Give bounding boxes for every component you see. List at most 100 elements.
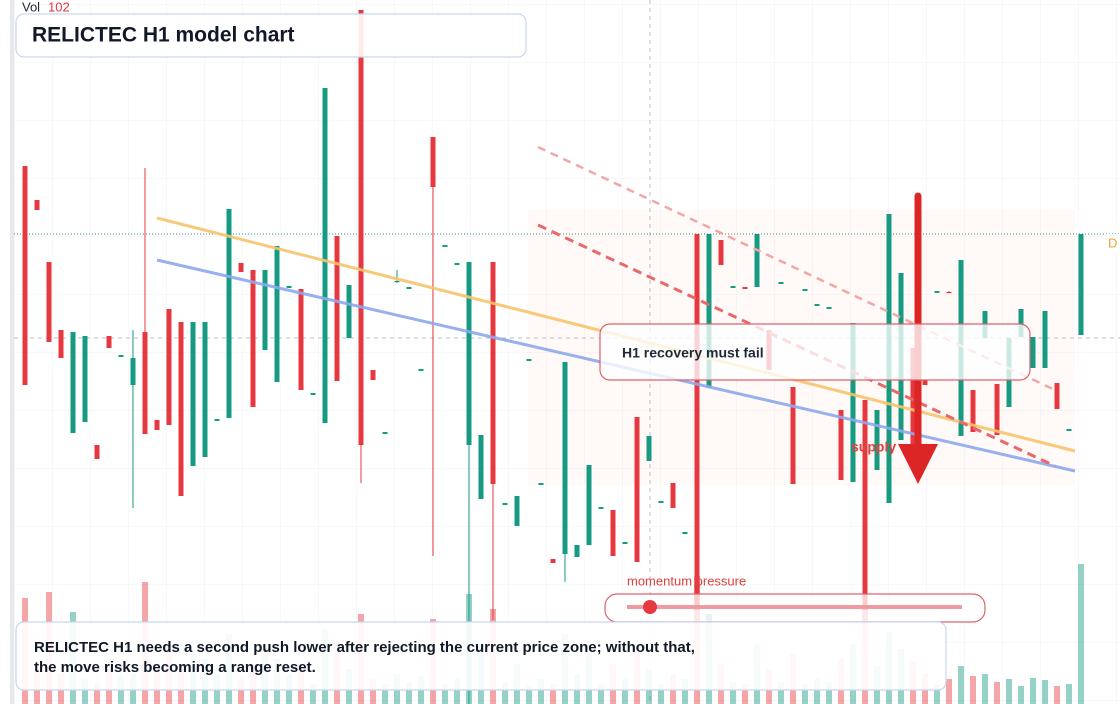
price-tag-bg xyxy=(1104,234,1120,252)
volume-bar xyxy=(1078,564,1084,704)
momentum-label: momentum pressure xyxy=(627,573,746,588)
candle-body xyxy=(214,419,220,421)
candle-body xyxy=(202,322,208,457)
candle-body xyxy=(562,362,568,554)
volume-bar xyxy=(550,684,556,704)
candle-body xyxy=(370,370,376,380)
candle-body xyxy=(358,10,364,445)
volume-bar xyxy=(82,679,88,704)
candle-body xyxy=(130,358,136,385)
candle-body xyxy=(334,236,340,381)
candle-body xyxy=(706,234,712,388)
volume-bar xyxy=(502,682,508,704)
candle-body xyxy=(142,332,148,434)
volume-bar xyxy=(526,686,532,704)
volume-bar xyxy=(1066,684,1072,704)
candle-body xyxy=(34,200,40,210)
candle-body xyxy=(430,137,436,187)
annotation-text: H1 recovery must fail xyxy=(622,345,764,361)
candle-body xyxy=(454,263,460,265)
candle-body xyxy=(922,380,928,385)
candle-body xyxy=(694,234,700,610)
candle-body xyxy=(478,435,484,499)
annotation-box xyxy=(599,323,1031,381)
title-box xyxy=(15,13,527,58)
candle-body xyxy=(910,348,916,445)
candle-body xyxy=(106,336,112,348)
candle-body xyxy=(622,542,628,544)
candle-body xyxy=(382,432,388,434)
candle-body xyxy=(610,510,616,556)
candle-body xyxy=(298,289,304,390)
candle-body xyxy=(286,286,292,288)
volume-bar xyxy=(730,682,736,704)
candle-body xyxy=(646,436,652,461)
summary-line: the move risks becoming a range reset. xyxy=(34,659,316,676)
volume-bar xyxy=(994,682,1000,704)
volume-bar xyxy=(970,676,976,704)
candle-body xyxy=(82,336,88,422)
candle-body xyxy=(586,465,592,545)
volume-bar xyxy=(982,674,988,704)
candle-body xyxy=(226,209,232,418)
candle-body xyxy=(322,88,328,423)
volume-bar xyxy=(958,666,964,704)
candle-body xyxy=(262,270,268,350)
volume-bar xyxy=(442,684,448,704)
candle-body xyxy=(1066,429,1072,431)
candle-body xyxy=(550,559,556,563)
candle-body xyxy=(154,420,160,430)
candle-body xyxy=(466,262,472,445)
candle-body xyxy=(1042,311,1048,368)
candle-body xyxy=(826,307,832,309)
volume-bar xyxy=(934,684,940,704)
volume-bar xyxy=(946,679,952,704)
candle-body xyxy=(526,359,532,361)
candle-body xyxy=(346,285,352,338)
candle-body xyxy=(658,501,664,503)
candle-body xyxy=(934,291,940,293)
volume-bar xyxy=(1030,678,1036,704)
candle-body xyxy=(274,246,280,382)
candle-body xyxy=(850,323,856,482)
candle-body xyxy=(70,332,76,433)
volume-bar xyxy=(826,682,832,704)
volume-bar xyxy=(598,684,604,704)
candle-body xyxy=(190,322,196,466)
candle-body xyxy=(538,483,544,485)
candle-body xyxy=(1078,234,1084,335)
candle-body xyxy=(754,234,760,287)
volume-bar xyxy=(1018,686,1024,704)
candle-body xyxy=(166,309,172,425)
candle-body xyxy=(118,355,124,357)
candle-body xyxy=(862,400,868,610)
candle-body xyxy=(634,417,640,562)
volume-bar xyxy=(382,684,388,704)
candle-body xyxy=(994,384,1000,435)
candle-body xyxy=(490,262,496,484)
candle-body xyxy=(946,292,952,294)
candle-body xyxy=(442,245,448,247)
volume-label: Vol xyxy=(22,0,40,14)
volume-bar xyxy=(742,684,748,704)
volume-bar xyxy=(406,682,412,704)
volume-bar xyxy=(310,684,316,704)
price-tag: D xyxy=(1108,235,1117,250)
volume-bar xyxy=(778,682,784,704)
candle-body xyxy=(394,281,400,283)
candle-body xyxy=(874,410,880,470)
candle-body xyxy=(838,410,844,480)
candle-body xyxy=(670,483,676,508)
arrow-head xyxy=(898,444,938,484)
volume-value: 102 xyxy=(48,0,70,14)
candle-body xyxy=(730,286,736,288)
candle-body xyxy=(802,289,808,291)
volume-bar xyxy=(1054,686,1060,704)
volume-bar xyxy=(658,684,664,704)
candle-body xyxy=(238,263,244,272)
summary-line: RELICTEC H1 needs a second push lower af… xyxy=(34,639,695,656)
candle-body xyxy=(718,240,724,265)
volume-bar xyxy=(682,679,688,704)
volume-bar xyxy=(1006,679,1012,704)
